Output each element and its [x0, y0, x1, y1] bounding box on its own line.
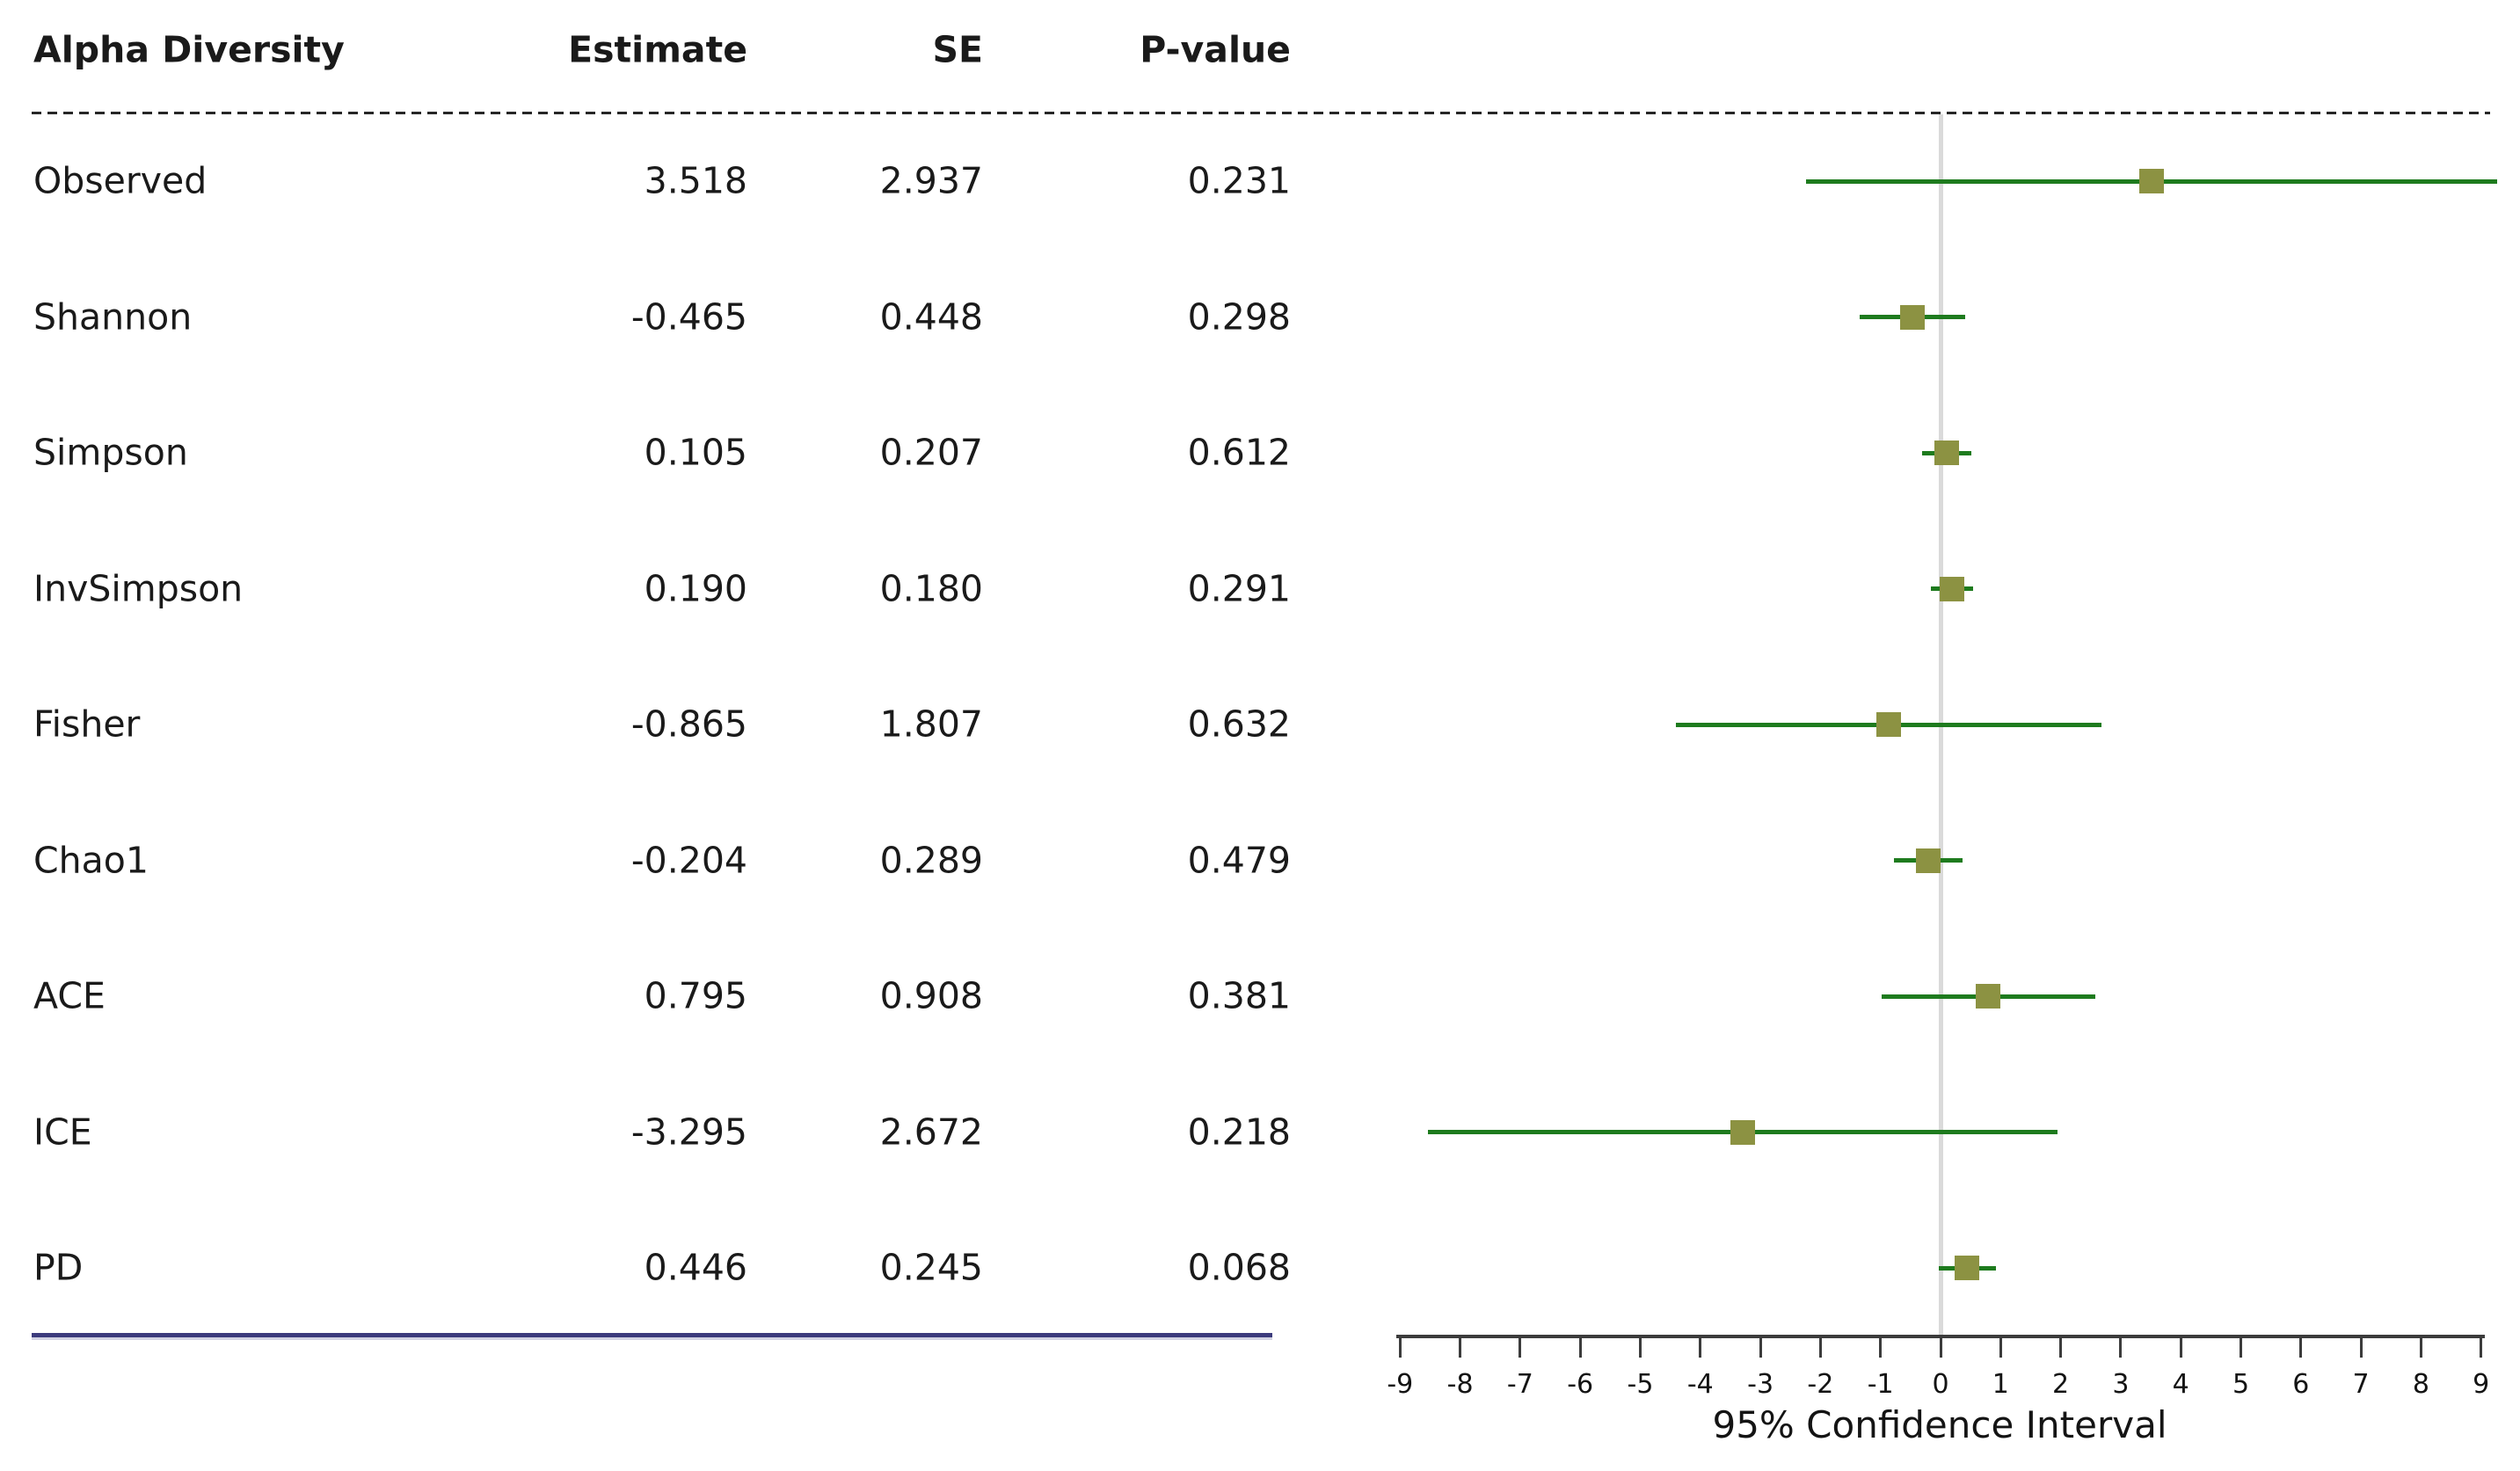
se-value: 2.672: [879, 1111, 983, 1153]
estimate-marker: [1934, 441, 1960, 465]
row-label: ICE: [33, 1111, 92, 1153]
estimate-value: 3.518: [644, 159, 747, 202]
estimate-value: 0.105: [644, 431, 747, 474]
estimate-marker: [1875, 712, 1901, 737]
x-axis-title: 95% Confidence Interval: [1712, 1403, 2167, 1446]
estimate-marker: [1939, 576, 1964, 601]
axis-tick-label: 3: [2112, 1369, 2130, 1400]
row-label: InvSimpson: [33, 567, 244, 609]
se-value: 1.807: [879, 703, 983, 746]
axis-tick-label: 8: [2412, 1369, 2429, 1400]
axis-tick: [1759, 1338, 1762, 1358]
axis-tick-label: 7: [2352, 1369, 2370, 1400]
se-value: 0.289: [879, 839, 983, 881]
se-value: 0.908: [879, 974, 983, 1017]
pvalue-value: 0.612: [1187, 431, 1291, 474]
row-label: PD: [33, 1246, 84, 1289]
axis-tick-label: 9: [2473, 1369, 2490, 1400]
estimate-value: 0.446: [644, 1246, 747, 1289]
se-value: 0.448: [879, 295, 983, 338]
estimate-value: -3.295: [630, 1111, 747, 1153]
pvalue-value: 0.632: [1187, 703, 1291, 746]
estimate-marker: [1955, 1256, 1980, 1280]
pvalue-value: 0.479: [1187, 839, 1291, 881]
axis-tick: [2240, 1338, 2242, 1358]
axis-tick: [1879, 1338, 1883, 1358]
axis-tick-label: 4: [2172, 1369, 2189, 1400]
axis-tick: [1519, 1338, 1522, 1358]
pvalue-value: 0.298: [1187, 295, 1291, 338]
estimate-value: -0.204: [630, 839, 747, 881]
axis-tick: [2059, 1338, 2063, 1358]
row-label: ACE: [33, 974, 106, 1017]
se-value: 2.937: [879, 159, 983, 202]
estimate-marker: [1916, 848, 1941, 873]
axis-tick-label: -2: [1807, 1369, 1834, 1400]
axis-tick: [1578, 1338, 1582, 1358]
x-axis-line: [1396, 1335, 2485, 1338]
axis-tick: [2119, 1338, 2123, 1358]
pvalue-value: 0.381: [1187, 974, 1291, 1017]
axis-tick-label: -5: [1627, 1369, 1654, 1400]
axis-tick-label: -1: [1867, 1369, 1894, 1400]
row-label: Fisher: [33, 703, 141, 746]
column-header-estimate: Estimate: [568, 28, 747, 71]
axis-tick: [2359, 1338, 2363, 1358]
estimate-marker: [1900, 304, 1926, 330]
row-label: Shannon: [33, 295, 193, 338]
pvalue-value: 0.231: [1187, 159, 1291, 202]
axis-tick: [2480, 1338, 2483, 1358]
estimate-value: -0.465: [630, 295, 747, 338]
axis-tick: [2179, 1338, 2182, 1358]
axis-tick: [1999, 1338, 2002, 1358]
axis-tick: [1459, 1338, 1462, 1358]
se-value: 0.180: [879, 567, 983, 609]
column-header-se: SE: [932, 28, 983, 71]
axis-tick-label: 1: [1992, 1369, 2009, 1400]
axis-tick-label: -3: [1747, 1369, 1774, 1400]
row-label: Simpson: [33, 431, 188, 474]
pvalue-value: 0.068: [1187, 1246, 1291, 1289]
column-header-pvalue: P-value: [1140, 28, 1291, 71]
estimate-value: 0.795: [644, 974, 747, 1017]
axis-tick-label: -7: [1506, 1369, 1533, 1400]
header-separator-dashed-line: [32, 112, 2490, 114]
axis-tick-label: 5: [2232, 1369, 2250, 1400]
axis-tick-label: -9: [1387, 1369, 1414, 1400]
axis-tick: [2299, 1338, 2303, 1358]
axis-tick: [1939, 1338, 1942, 1358]
pvalue-value: 0.218: [1187, 1111, 1291, 1153]
axis-tick: [1398, 1338, 1402, 1358]
axis-tick: [1818, 1338, 1822, 1358]
pvalue-value: 0.291: [1187, 567, 1291, 609]
axis-tick-label: -6: [1567, 1369, 1594, 1400]
axis-tick: [1639, 1338, 1642, 1358]
row-label: Chao1: [33, 839, 149, 881]
axis-tick: [1699, 1338, 1702, 1358]
axis-tick-label: -8: [1446, 1369, 1474, 1400]
estimate-value: -0.865: [630, 703, 747, 746]
row-label: Observed: [33, 159, 208, 202]
column-header-alpha-diversity: Alpha Diversity: [33, 28, 345, 71]
table-bottom-rule: [32, 1333, 1272, 1340]
estimate-marker: [2139, 169, 2165, 193]
estimate-marker: [1976, 984, 2001, 1009]
axis-tick: [2419, 1338, 2422, 1358]
axis-tick-label: 2: [2052, 1369, 2070, 1400]
se-value: 0.207: [879, 431, 983, 474]
axis-tick-label: -4: [1686, 1369, 1714, 1400]
axis-tick-label: 6: [2292, 1369, 2310, 1400]
estimate-value: 0.190: [644, 567, 747, 609]
se-value: 0.245: [879, 1246, 983, 1289]
axis-tick-label: 0: [1932, 1369, 1949, 1400]
estimate-marker: [1730, 1119, 1755, 1145]
